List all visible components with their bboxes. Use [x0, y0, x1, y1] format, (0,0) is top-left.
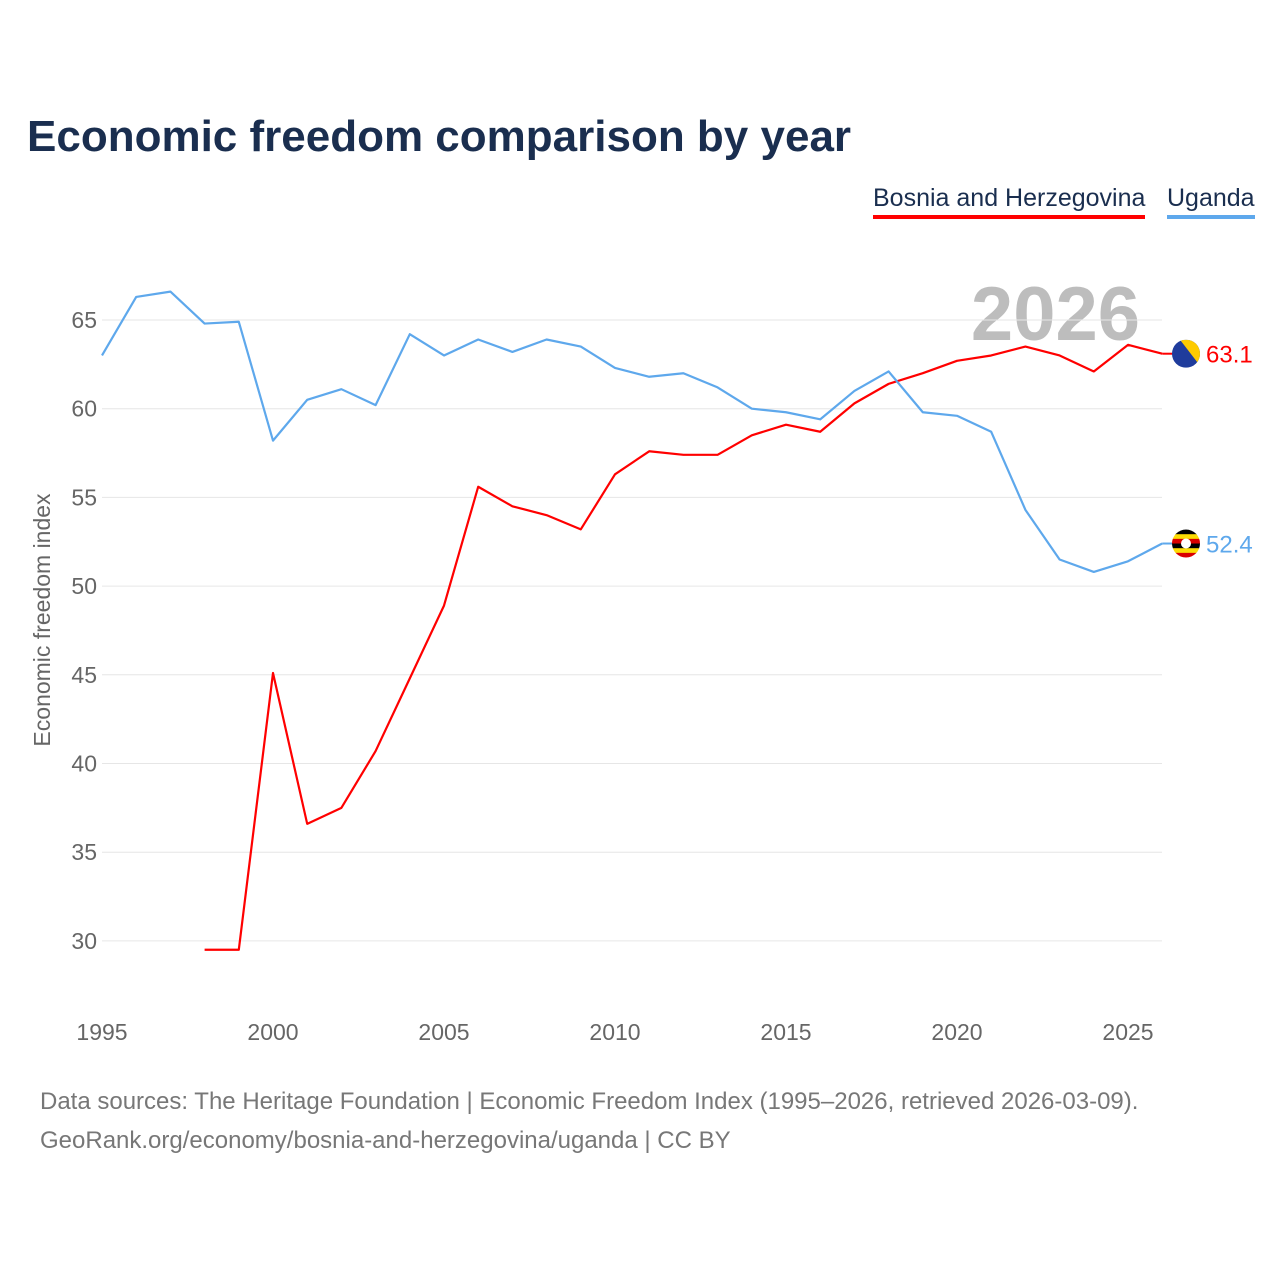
x-tick-label: 2000	[247, 1019, 298, 1045]
legend-uganda[interactable]: Uganda	[1167, 184, 1255, 219]
x-tick-label: 2020	[931, 1019, 982, 1045]
y-tick-label: 50	[71, 573, 97, 599]
series-line-uganda	[101, 290, 1163, 574]
y-tick-label: 40	[71, 751, 97, 777]
uganda-flag-icon	[1172, 529, 1200, 558]
y-tick-label: 30	[71, 928, 97, 954]
y-tick-label: 60	[71, 396, 97, 422]
x-tick-label: 2010	[589, 1019, 640, 1045]
y-tick-label: 45	[71, 662, 97, 688]
bosnia-flag-icon	[1172, 339, 1200, 368]
legend-bosnia[interactable]: Bosnia and Herzegovina	[873, 184, 1146, 219]
y-tick-label: 65	[71, 307, 97, 333]
series-line-bosnia	[204, 343, 1163, 951]
x-tick-label: 2015	[760, 1019, 811, 1045]
chart-title: Economic freedom comparison by year	[27, 112, 852, 161]
end-value-label: 52.4	[1206, 532, 1253, 559]
x-tick-label: 2005	[418, 1019, 469, 1045]
year-watermark: 2026	[971, 272, 1140, 357]
y-tick-label: 55	[71, 484, 97, 510]
y-axis-label: Economic freedom index	[29, 493, 55, 747]
x-tick-label: 2025	[1102, 1019, 1153, 1045]
source-line-2: GeoRank.org/economy/bosnia-and-herzegovi…	[40, 1127, 731, 1154]
end-value-label: 63.1	[1206, 342, 1253, 369]
y-tick-label: 35	[71, 839, 97, 865]
source-line-1: Data sources: The Heritage Foundation | …	[40, 1088, 1139, 1115]
x-tick-label: 1995	[76, 1019, 127, 1045]
